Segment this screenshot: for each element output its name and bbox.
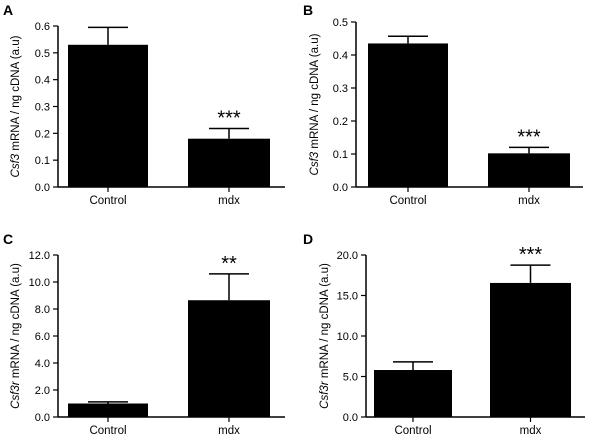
y-tick-label: 15.0 (337, 291, 358, 303)
y-tick-label: 8.0 (35, 304, 50, 316)
y-tick-label: 4.0 (35, 358, 50, 370)
chart-panel-b: B 0.0 0.1 0.2 0.3 0.4 0.5 Csf3 mRNA / ng cDNA (… (303, 2, 583, 207)
y-tick-label: 0.2 (333, 116, 348, 128)
y-tick-label: 0.0 (35, 412, 50, 424)
panel-letter: A (3, 2, 13, 18)
y-axis-label: Csf3r mRNA / ng cDNA (a.u) (10, 263, 22, 409)
bar-control (368, 43, 448, 188)
y-tick-label: 0.2 (35, 128, 50, 140)
y-axis-label: Csf3r mRNA / ng cDNA (a.u) (319, 263, 331, 409)
significance-stars: *** (519, 244, 543, 266)
bar-control (374, 370, 452, 417)
y-tick-label: 0.5 (333, 17, 348, 29)
significance-stars: *** (517, 126, 541, 148)
x-tick-label: Control (394, 425, 431, 436)
y-tick-label: 0.0 (343, 412, 358, 424)
y-tick-label: 0.6 (35, 21, 50, 33)
x-tick-label: Control (89, 425, 126, 436)
x-tick-label: Control (389, 195, 426, 207)
panel-letter: B (303, 2, 313, 18)
y-tick-label: 5.0 (343, 372, 358, 384)
bar-control (68, 403, 148, 417)
chart-panel-d: D 0.0 5.0 10.0 15.0 20.0 Csf3r mRNA / ng cDNA … (303, 231, 585, 436)
y-tick-label: 0.3 (333, 83, 348, 95)
y-tick-label: 0.4 (333, 50, 348, 62)
x-tick-label: mdx (518, 195, 540, 207)
bar-mdx (488, 153, 570, 187)
bar-mdx (188, 138, 270, 187)
y-tick-label: 0.0 (333, 182, 348, 194)
y-tick-label: 0.3 (35, 102, 50, 114)
significance-stars: *** (217, 108, 241, 130)
x-tick-label: mdx (520, 425, 542, 436)
y-axis-label: Csf3 mRNA / ng cDNA (a.u) (309, 33, 321, 175)
y-tick-label: 6.0 (35, 331, 50, 343)
panel-letter: C (3, 231, 13, 247)
y-tick-label: 10.0 (337, 331, 358, 343)
y-tick-label: 0.4 (35, 75, 50, 87)
y-tick-label: 20.0 (337, 250, 358, 262)
y-tick-label: 0.0 (35, 182, 50, 194)
panel-letter: D (303, 231, 313, 247)
x-tick-label: Control (89, 195, 126, 207)
bar-mdx (490, 282, 571, 417)
significance-stars: ** (221, 253, 237, 275)
y-axis-label: Csf3 mRNA / ng cDNA (a.u) (10, 35, 22, 177)
y-tick-label: 0.1 (35, 155, 50, 167)
bar-control (68, 44, 148, 188)
y-tick-label: 0.1 (333, 149, 348, 161)
y-tick-label: 0.5 (35, 48, 50, 60)
y-tick-label: 2.0 (35, 385, 50, 397)
y-tick-label: 12.0 (29, 250, 50, 262)
chart-panel-a: A 0.0 0.1 0.2 0.3 0.4 0.5 0.6 Csf3 mRNA / ng cDN… (3, 2, 285, 207)
y-tick-label: 10.0 (29, 277, 50, 289)
bar-mdx (188, 300, 270, 417)
x-tick-label: mdx (218, 425, 240, 436)
x-tick-label: mdx (218, 195, 240, 207)
chart-panel-c: C 0.0 2.0 4.0 6.0 8.0 10.0 12.0 Csf3r mRNA / ng … (3, 231, 285, 436)
